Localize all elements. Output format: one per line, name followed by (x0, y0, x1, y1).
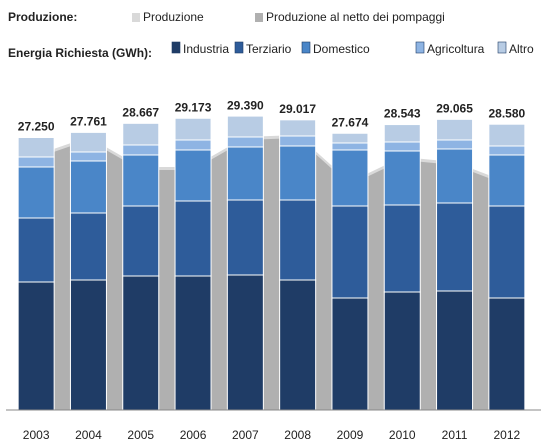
bar-segment (69, 212, 107, 281)
x-tick-label: 2012 (493, 428, 520, 442)
total-label: 29.065 (436, 102, 473, 116)
bar-segment (69, 151, 107, 162)
x-tick-label: 2007 (232, 428, 259, 442)
bar-segment (279, 145, 317, 201)
bar-segment (174, 139, 212, 151)
legend-title: Energia Richiesta (GWh): (8, 46, 152, 60)
bar-segment (226, 146, 264, 201)
total-label: 28.667 (122, 106, 159, 120)
bar-segment (174, 149, 212, 202)
bar-segment (331, 142, 369, 151)
bar-segment (279, 199, 317, 281)
bar-segment (383, 124, 421, 143)
bar-segment (436, 118, 474, 141)
bar-segment (174, 200, 212, 277)
bar-segment (122, 122, 160, 146)
bar-segment (279, 279, 317, 411)
x-tick-label: 2003 (23, 428, 50, 442)
bar-segment (174, 117, 212, 141)
total-label: 27.250 (18, 120, 55, 134)
total-label: 28.580 (488, 106, 525, 120)
x-tick-label: 2009 (337, 428, 364, 442)
x-tick-label: 2008 (284, 428, 311, 442)
legend-swatch (255, 13, 263, 22)
bar-segment (331, 132, 369, 144)
bar-segment (488, 123, 526, 147)
bar-segment (122, 144, 160, 156)
legend-title: Produzione: (8, 10, 77, 24)
bar-segment (226, 136, 264, 148)
bar-segment (17, 156, 55, 168)
bar-segment (383, 150, 421, 206)
bar-segment (488, 297, 526, 411)
legend-swatch (234, 41, 244, 54)
bar-segment (331, 297, 369, 411)
bar-segment (488, 205, 526, 299)
bar-segment (17, 166, 55, 219)
bar-segment (122, 154, 160, 207)
bar-segment (436, 202, 474, 292)
legend-label: Produzione al netto dei pompaggi (266, 10, 445, 24)
legend-swatch (301, 41, 311, 54)
x-tick-label: 2006 (180, 428, 207, 442)
total-label: 29.017 (279, 102, 316, 116)
legend-label: Industria (183, 42, 229, 56)
bar-segment (69, 160, 107, 214)
bar-segment (436, 139, 474, 150)
bar-segment (279, 135, 317, 147)
bar-segment (174, 275, 212, 411)
bar-segment (383, 204, 421, 293)
bar-segment (17, 281, 55, 411)
x-tick-label: 2011 (442, 428, 468, 442)
total-label: 29.390 (227, 98, 264, 112)
bar-segment (331, 149, 369, 207)
bar-segment (488, 154, 526, 207)
legend-swatch (171, 41, 181, 54)
bar-segment (122, 275, 160, 411)
total-label: 29.173 (175, 100, 212, 114)
bar-segment (279, 119, 317, 137)
bar-segment (17, 137, 55, 158)
legend-swatch (497, 41, 507, 54)
bar-segment (383, 291, 421, 411)
legend-swatch (415, 41, 425, 54)
bar-segment (69, 131, 107, 153)
legend-label: Agricoltura (427, 42, 485, 56)
x-tick-label: 2010 (389, 428, 416, 442)
bar-segment (383, 141, 421, 152)
x-tick-label: 2004 (75, 428, 102, 442)
bar-segment (436, 290, 474, 411)
bar-segment (331, 205, 369, 299)
bar-segment (488, 145, 526, 156)
legend-label: Terziario (246, 42, 292, 56)
bar-segment (226, 199, 264, 276)
legend-swatch (132, 13, 140, 22)
legend-label: Domestico (313, 42, 370, 56)
total-label: 27.761 (70, 115, 107, 129)
bar-segment (436, 148, 474, 204)
bar-segment (122, 205, 160, 277)
x-tick-label: 2005 (127, 428, 154, 442)
legend-label: Produzione (143, 10, 204, 24)
total-label: 28.543 (384, 107, 421, 121)
bar-segment (17, 217, 55, 283)
bar-segment (226, 274, 264, 411)
total-label: 27.674 (332, 115, 369, 129)
bar-segment (226, 115, 264, 138)
legend-label: Altro (509, 42, 534, 56)
bar-segment (69, 279, 107, 411)
